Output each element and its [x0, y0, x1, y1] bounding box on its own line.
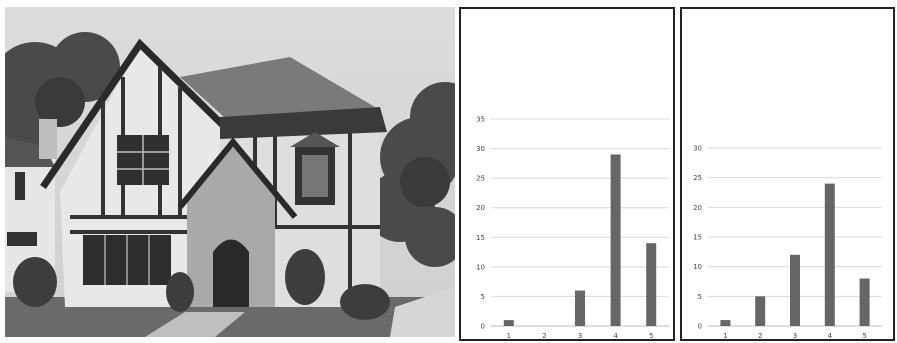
- y-tick-label: 20: [476, 204, 485, 212]
- chart-panel-right: 0 5 10 15 20 25 30 1 2 3 4 5: [680, 7, 895, 341]
- y-tick-label: 25: [476, 175, 485, 183]
- bar-1: [720, 320, 731, 326]
- x-tick-label: 5: [862, 332, 866, 339]
- x-tick-label: 3: [793, 332, 797, 339]
- y-tick-label: 0: [481, 323, 485, 331]
- y-tick-label: 30: [693, 145, 702, 153]
- y-tick-label: 20: [693, 204, 702, 212]
- y-tick-label: 5: [698, 293, 702, 301]
- chart-panel-left: 0 5 10 15 20 25 30 35 1 2 3 4 5: [459, 7, 675, 341]
- y-tick-label: 15: [476, 234, 485, 242]
- x-tick-label: 3: [578, 332, 582, 339]
- y-tick-label: 5: [481, 293, 485, 301]
- bar-chart-left: 0 5 10 15 20 25 30 35 1 2 3 4 5: [476, 116, 669, 340]
- y-tick-label: 10: [693, 263, 702, 271]
- x-tick-label: 1: [507, 332, 511, 339]
- bar-3: [575, 290, 585, 326]
- y-tick-label: 30: [476, 145, 485, 153]
- bar-1: [503, 320, 514, 326]
- y-tick-label: 0: [698, 323, 702, 331]
- x-tick-label: 2: [542, 332, 546, 339]
- x-tick-label: 2: [758, 332, 762, 339]
- y-tick-label: 35: [476, 116, 485, 124]
- x-tick-label: 5: [649, 332, 653, 339]
- bar-4: [610, 154, 621, 326]
- bar-5: [646, 243, 657, 326]
- bar-4: [824, 183, 835, 326]
- y-tick-label: 25: [693, 174, 702, 182]
- bar-chart-right: 0 5 10 15 20 25 30 1 2 3 4 5: [693, 145, 882, 340]
- house-photo: [5, 7, 455, 337]
- bar-5: [859, 278, 870, 326]
- x-tick-label: 1: [723, 332, 727, 339]
- x-tick-label: 4: [828, 332, 833, 339]
- x-tick-label: 4: [613, 332, 618, 339]
- bar-2: [755, 296, 766, 326]
- y-tick-label: 15: [693, 234, 702, 242]
- y-tick-label: 10: [476, 263, 485, 271]
- bar-3: [790, 254, 800, 326]
